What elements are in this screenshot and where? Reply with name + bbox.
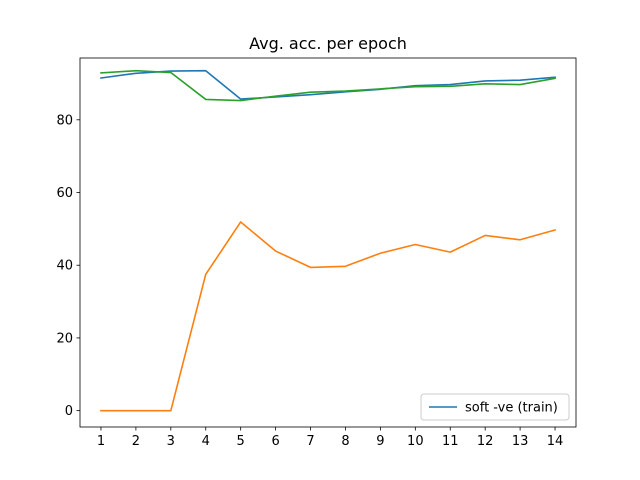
legend-frame [420,393,570,421]
legend: soft -ve (train) [420,393,570,421]
x-tick-label: 3 [167,434,175,449]
x-tick-label: 5 [237,434,245,449]
axes-frame [79,57,577,428]
y-tick-label: 80 [56,113,73,128]
x-tick-label: 14 [547,434,564,449]
x-tick-label: 13 [512,434,529,449]
x-tick-label: 11 [442,434,459,449]
series-line-2 [100,221,557,412]
x-tick-label: 8 [341,434,349,449]
x-tick-label: 1 [97,434,105,449]
x-tick-label: 7 [306,434,314,449]
chart-title: Avg. acc. per epoch [249,34,407,53]
y-tick-label: 40 [56,259,73,274]
x-tick-label: 4 [202,434,210,449]
y-tick-label: 20 [56,331,73,346]
y-tick-label: 60 [56,186,73,201]
x-tick-label: 10 [407,434,424,449]
legend-label: soft -ve (train) [465,401,558,416]
x-tick-label: 9 [376,434,384,449]
series-line-3 [100,69,556,102]
x-tick-label: 6 [271,434,279,449]
x-tick-label: 12 [477,434,494,449]
y-tick-label: 0 [65,404,73,419]
x-tick-label: 2 [132,434,140,449]
series-line-1 [100,69,556,100]
